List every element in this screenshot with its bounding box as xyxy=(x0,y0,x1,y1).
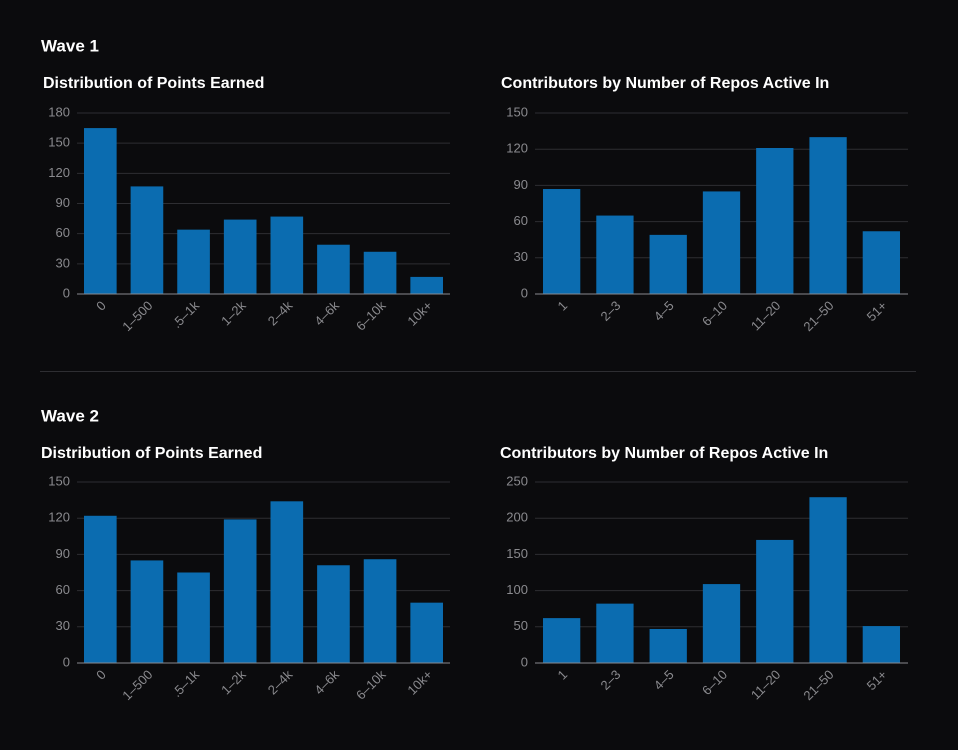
y-tick-label: 60 xyxy=(514,213,528,228)
bar xyxy=(317,244,350,294)
bar xyxy=(809,497,847,663)
bar xyxy=(649,234,687,294)
bar xyxy=(223,519,257,663)
bar xyxy=(702,191,741,294)
y-tick-label: 100 xyxy=(506,582,528,597)
y-tick-label: 150 xyxy=(48,135,70,150)
bar xyxy=(223,219,257,294)
bar xyxy=(177,572,210,663)
y-tick-label: 150 xyxy=(506,546,528,561)
y-tick-label: 90 xyxy=(56,546,70,561)
y-tick-label: 0 xyxy=(521,654,528,669)
y-tick-label: 30 xyxy=(56,255,70,270)
y-tick-label: 120 xyxy=(506,141,528,156)
bar xyxy=(270,501,304,663)
y-tick-label: 150 xyxy=(506,104,528,119)
y-tick-label: 30 xyxy=(514,249,528,264)
bar xyxy=(83,128,117,294)
bar xyxy=(702,584,741,663)
y-tick-label: 0 xyxy=(63,654,70,669)
bar xyxy=(410,276,444,294)
y-tick-label: 120 xyxy=(48,165,70,180)
bar xyxy=(862,231,901,294)
chart-title: Distribution of Points Earned xyxy=(43,75,264,92)
y-tick-label: 90 xyxy=(514,177,528,192)
bar xyxy=(130,560,164,663)
section-title: Wave 1 xyxy=(41,36,99,55)
bar xyxy=(756,147,794,294)
bar xyxy=(809,137,847,294)
y-tick-label: 150 xyxy=(48,473,70,488)
chart-title: Contributors by Number of Repos Active I… xyxy=(501,75,829,92)
bar xyxy=(756,539,794,663)
y-tick-label: 60 xyxy=(56,582,70,597)
y-tick-label: 60 xyxy=(56,225,70,240)
y-tick-label: 50 xyxy=(514,618,528,633)
bar xyxy=(363,251,397,294)
bar xyxy=(83,515,117,663)
bar xyxy=(363,559,397,663)
y-tick-label: 180 xyxy=(48,104,70,119)
bar xyxy=(649,628,687,663)
y-tick-label: 30 xyxy=(56,618,70,633)
bar xyxy=(410,602,444,663)
bar xyxy=(542,618,581,663)
bar xyxy=(270,216,304,294)
bar xyxy=(596,603,634,663)
y-tick-label: 120 xyxy=(48,510,70,525)
y-tick-label: 250 xyxy=(506,473,528,488)
chart-title: Distribution of Points Earned xyxy=(41,445,262,462)
bar xyxy=(130,186,164,294)
section-title: Wave 2 xyxy=(41,406,99,425)
y-tick-label: 0 xyxy=(521,285,528,300)
bar xyxy=(177,229,210,294)
y-tick-label: 90 xyxy=(56,195,70,210)
bar xyxy=(862,626,901,663)
bar xyxy=(596,215,634,294)
bar xyxy=(542,189,581,294)
y-tick-label: 0 xyxy=(63,285,70,300)
bar xyxy=(317,565,350,663)
y-tick-label: 200 xyxy=(506,510,528,525)
chart-title: Contributors by Number of Repos Active I… xyxy=(500,445,828,462)
